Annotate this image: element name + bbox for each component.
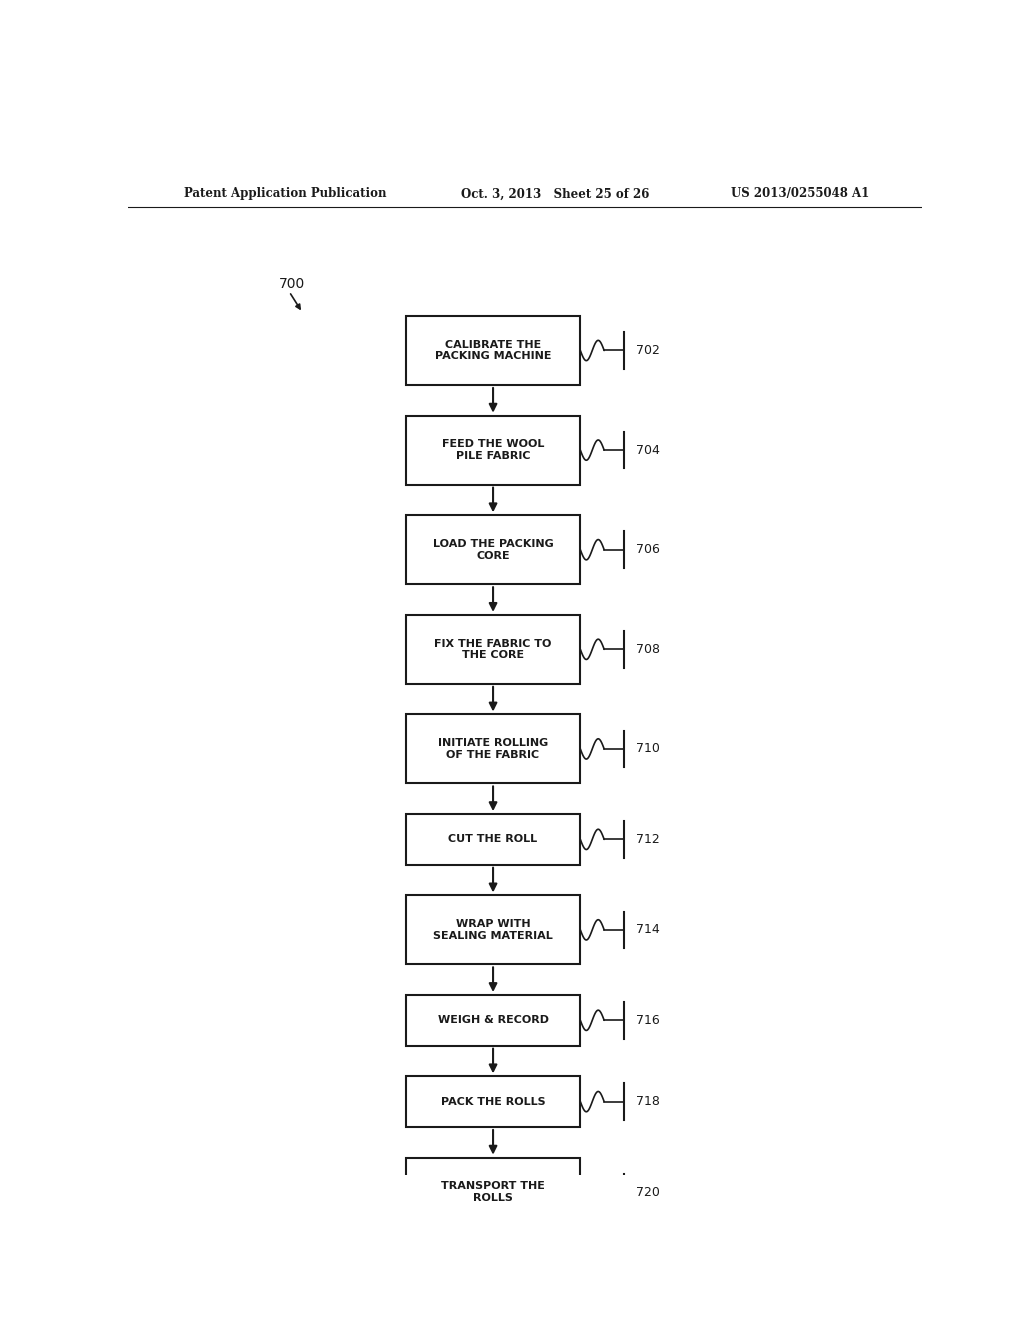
FancyBboxPatch shape xyxy=(406,515,581,585)
Text: 700: 700 xyxy=(279,277,305,292)
Text: US 2013/0255048 A1: US 2013/0255048 A1 xyxy=(731,187,869,201)
FancyBboxPatch shape xyxy=(406,1076,581,1127)
Text: 714: 714 xyxy=(636,924,659,936)
Text: INITIATE ROLLING
OF THE FABRIC: INITIATE ROLLING OF THE FABRIC xyxy=(438,738,548,760)
Text: LOAD THE PACKING
CORE: LOAD THE PACKING CORE xyxy=(433,539,553,561)
FancyBboxPatch shape xyxy=(406,416,581,484)
Text: 718: 718 xyxy=(636,1096,659,1107)
Text: FEED THE WOOL
PILE FABRIC: FEED THE WOOL PILE FABRIC xyxy=(442,440,544,461)
Text: Patent Application Publication: Patent Application Publication xyxy=(183,187,386,201)
Text: 720: 720 xyxy=(636,1185,659,1199)
Text: 704: 704 xyxy=(636,444,659,457)
Text: PACK THE ROLLS: PACK THE ROLLS xyxy=(440,1097,546,1106)
FancyBboxPatch shape xyxy=(406,1158,581,1226)
FancyBboxPatch shape xyxy=(406,714,581,784)
FancyBboxPatch shape xyxy=(406,814,581,865)
Text: 708: 708 xyxy=(636,643,659,656)
Text: WEIGH & RECORD: WEIGH & RECORD xyxy=(437,1015,549,1026)
Text: 706: 706 xyxy=(636,544,659,556)
Text: TRANSPORT THE
ROLLS: TRANSPORT THE ROLLS xyxy=(441,1181,545,1203)
Text: WRAP WITH
SEALING MATERIAL: WRAP WITH SEALING MATERIAL xyxy=(433,919,553,941)
Text: 712: 712 xyxy=(636,833,659,846)
FancyBboxPatch shape xyxy=(406,315,581,385)
FancyBboxPatch shape xyxy=(406,895,581,965)
Text: 716: 716 xyxy=(636,1014,659,1027)
Text: 710: 710 xyxy=(636,742,659,755)
FancyBboxPatch shape xyxy=(406,615,581,684)
Text: CALIBRATE THE
PACKING MACHINE: CALIBRATE THE PACKING MACHINE xyxy=(435,339,551,362)
Text: 702: 702 xyxy=(636,345,659,356)
Text: Oct. 3, 2013   Sheet 25 of 26: Oct. 3, 2013 Sheet 25 of 26 xyxy=(461,187,649,201)
Text: CUT THE ROLL: CUT THE ROLL xyxy=(449,834,538,845)
Text: FIX THE FABRIC TO
THE CORE: FIX THE FABRIC TO THE CORE xyxy=(434,639,552,660)
FancyBboxPatch shape xyxy=(406,995,581,1045)
